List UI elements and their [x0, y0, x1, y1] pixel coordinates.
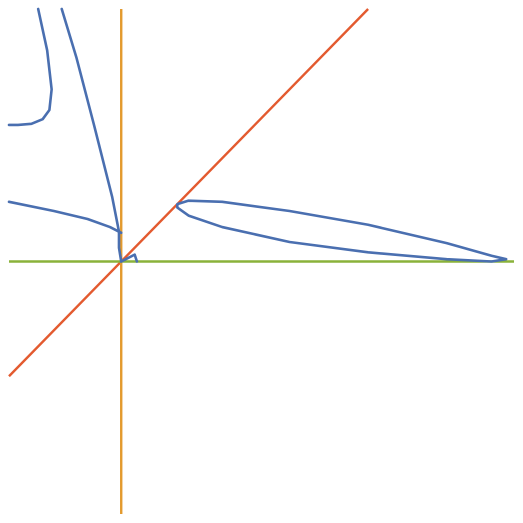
- plot-marks: [7, 7, 514, 514]
- series-1-segment-0: [60, 7, 123, 263]
- series-2-segment-0: [7, 200, 123, 235]
- series-4-segment-0: [176, 199, 508, 263]
- series-3-segment-0: [119, 253, 139, 263]
- series-0-segment-0: [7, 7, 53, 127]
- series-5-segment-0: [8, 8, 369, 378]
